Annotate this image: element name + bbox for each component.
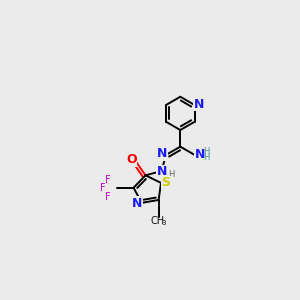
Text: H: H [203,154,209,163]
Text: N: N [157,147,167,160]
Text: N: N [195,148,205,161]
Text: N: N [194,98,204,111]
Text: S: S [161,176,170,189]
Text: F: F [105,175,111,184]
Text: F: F [105,192,111,202]
Text: H: H [203,147,209,156]
Text: CH: CH [150,216,164,226]
Text: 3: 3 [161,220,166,226]
Text: F: F [100,183,106,193]
Text: O: O [126,153,137,167]
Text: N: N [132,197,142,210]
Text: N: N [157,165,167,178]
Text: H: H [168,170,174,179]
